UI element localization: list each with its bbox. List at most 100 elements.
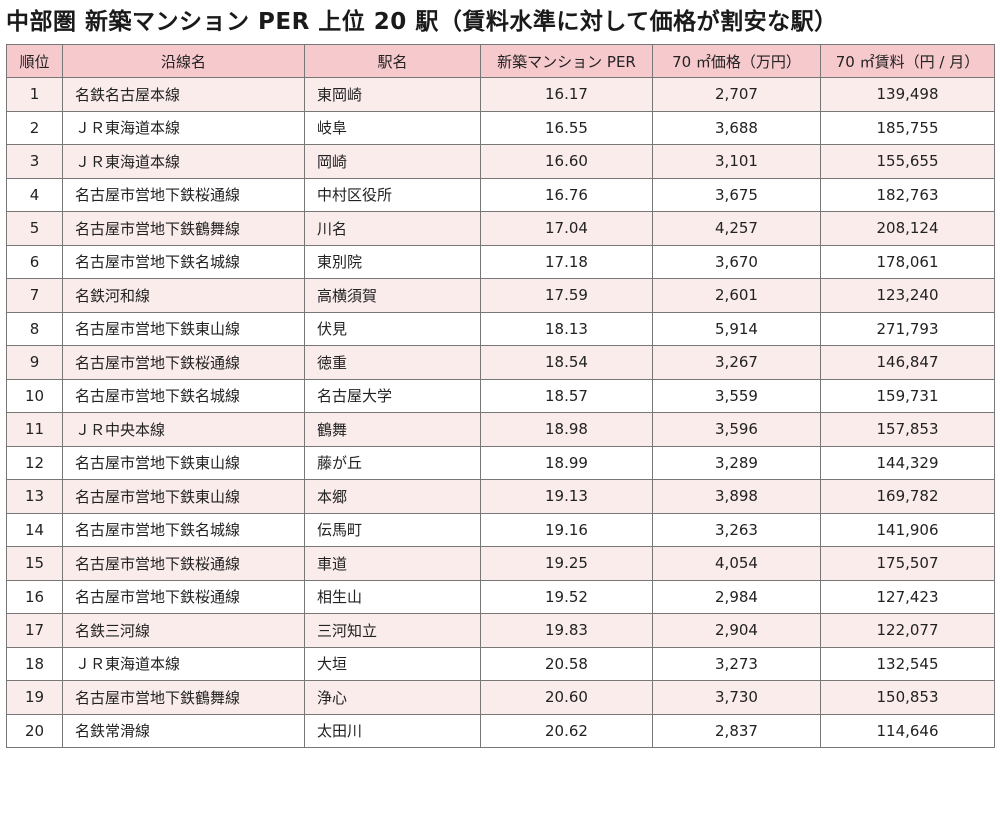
cell-rent: 175,507	[820, 546, 995, 581]
cell-rank: 14	[6, 512, 63, 547]
cell-station-name: 東別院	[304, 244, 481, 279]
cell-line-name: ＪＲ東海道本線	[62, 110, 305, 145]
cell-per: 16.17	[480, 77, 653, 112]
cell-station-name: 相生山	[304, 579, 481, 614]
header-rank: 順位	[6, 44, 63, 78]
cell-price: 3,596	[652, 412, 821, 447]
cell-rent: 122,077	[820, 613, 995, 648]
cell-station-name: 車道	[304, 546, 481, 581]
cell-rent: 208,124	[820, 211, 995, 246]
cell-per: 19.83	[480, 613, 653, 648]
cell-station-name: 高横須賀	[304, 278, 481, 313]
cell-per: 20.62	[480, 713, 653, 748]
cell-line-name: 名古屋市営地下鉄桜通線	[62, 345, 305, 380]
cell-rent: 132,545	[820, 646, 995, 681]
cell-station-name: 徳重	[304, 345, 481, 380]
cell-rent: 139,498	[820, 77, 995, 112]
cell-rank: 7	[6, 278, 63, 313]
table-row: 6 名古屋市営地下鉄名城線 東別院 17.18 3,670 178,061	[6, 244, 995, 279]
cell-per: 17.59	[480, 278, 653, 313]
cell-rent: 178,061	[820, 244, 995, 279]
cell-per: 19.13	[480, 479, 653, 514]
cell-station-name: 名古屋大学	[304, 378, 481, 413]
cell-rent: 114,646	[820, 713, 995, 748]
cell-line-name: 名古屋市営地下鉄名城線	[62, 378, 305, 413]
cell-rank: 9	[6, 345, 63, 380]
cell-rank: 8	[6, 311, 63, 346]
cell-price: 3,263	[652, 512, 821, 547]
cell-price: 2,904	[652, 613, 821, 648]
cell-price: 3,688	[652, 110, 821, 145]
page-title: 中部圏 新築マンション PER 上位 20 駅（賃料水準に対して価格が割安な駅）	[6, 9, 838, 35]
table-row: 1 名鉄名古屋本線 東岡崎 16.17 2,707 139,498	[6, 77, 995, 112]
cell-per: 20.58	[480, 646, 653, 681]
cell-line-name: 名鉄名古屋本線	[62, 77, 305, 112]
cell-price: 2,837	[652, 713, 821, 748]
table-row: 18 ＪＲ東海道本線 大垣 20.58 3,273 132,545	[6, 646, 995, 681]
header-row: 順位 沿線名 駅名 新築マンション PER 70 ㎡価格（万円） 70 ㎡賃料（…	[6, 44, 995, 78]
cell-price: 3,101	[652, 144, 821, 179]
cell-rank: 17	[6, 613, 63, 648]
cell-per: 19.16	[480, 512, 653, 547]
cell-line-name: 名鉄河和線	[62, 278, 305, 313]
cell-station-name: 川名	[304, 211, 481, 246]
header-line: 沿線名	[62, 44, 305, 78]
table-row: 12 名古屋市営地下鉄東山線 藤が丘 18.99 3,289 144,329	[6, 445, 995, 480]
cell-price: 2,601	[652, 278, 821, 313]
cell-per: 16.76	[480, 177, 653, 212]
cell-line-name: 名古屋市営地下鉄東山線	[62, 311, 305, 346]
table-row: 4 名古屋市営地下鉄桜通線 中村区役所 16.76 3,675 182,763	[6, 177, 995, 212]
cell-rank: 12	[6, 445, 63, 480]
table-row: 8 名古屋市営地下鉄東山線 伏見 18.13 5,914 271,793	[6, 311, 995, 346]
cell-per: 18.98	[480, 412, 653, 447]
cell-station-name: 伏見	[304, 311, 481, 346]
cell-price: 5,914	[652, 311, 821, 346]
table-row: 14 名古屋市営地下鉄名城線 伝馬町 19.16 3,263 141,906	[6, 512, 995, 547]
cell-price: 2,707	[652, 77, 821, 112]
cell-line-name: 名鉄三河線	[62, 613, 305, 648]
table-body: 1 名鉄名古屋本線 東岡崎 16.17 2,707 139,498 2 ＪＲ東海道本線 岐阜 16…	[6, 77, 995, 748]
cell-line-name: 名古屋市営地下鉄名城線	[62, 244, 305, 279]
cell-price: 3,273	[652, 646, 821, 681]
cell-rank: 13	[6, 479, 63, 514]
cell-line-name: 名古屋市営地下鉄東山線	[62, 445, 305, 480]
cell-station-name: 東岡崎	[304, 77, 481, 112]
cell-rent: 182,763	[820, 177, 995, 212]
table-row: 5 名古屋市営地下鉄鶴舞線 川名 17.04 4,257 208,124	[6, 211, 995, 246]
cell-rank: 20	[6, 713, 63, 748]
table-row: 19 名古屋市営地下鉄鶴舞線 浄心 20.60 3,730 150,853	[6, 680, 995, 715]
cell-rent: 271,793	[820, 311, 995, 346]
cell-per: 16.55	[480, 110, 653, 145]
cell-rent: 123,240	[820, 278, 995, 313]
cell-price: 3,670	[652, 244, 821, 279]
cell-line-name: ＪＲ東海道本線	[62, 646, 305, 681]
cell-station-name: 伝馬町	[304, 512, 481, 547]
cell-line-name: 名古屋市営地下鉄鶴舞線	[62, 211, 305, 246]
table-header: 順位 沿線名 駅名 新築マンション PER 70 ㎡価格（万円） 70 ㎡賃料（…	[6, 44, 995, 78]
cell-rent: 127,423	[820, 579, 995, 614]
cell-station-name: 太田川	[304, 713, 481, 748]
cell-rent: 155,655	[820, 144, 995, 179]
table-row: 15 名古屋市営地下鉄桜通線 車道 19.25 4,054 175,507	[6, 546, 995, 581]
cell-line-name: ＪＲ東海道本線	[62, 144, 305, 179]
table-row: 20 名鉄常滑線 太田川 20.62 2,837 114,646	[6, 713, 995, 748]
cell-rank: 18	[6, 646, 63, 681]
cell-line-name: 名古屋市営地下鉄桜通線	[62, 177, 305, 212]
cell-price: 3,559	[652, 378, 821, 413]
cell-line-name: 名古屋市営地下鉄桜通線	[62, 546, 305, 581]
cell-line-name: 名古屋市営地下鉄桜通線	[62, 579, 305, 614]
cell-rent: 141,906	[820, 512, 995, 547]
table-row: 11 ＪＲ中央本線 鶴舞 18.98 3,596 157,853	[6, 412, 995, 447]
ranking-table: 順位 沿線名 駅名 新築マンション PER 70 ㎡価格（万円） 70 ㎡賃料（…	[6, 44, 995, 748]
cell-rank: 19	[6, 680, 63, 715]
table-row: 16 名古屋市営地下鉄桜通線 相生山 19.52 2,984 127,423	[6, 579, 995, 614]
cell-rent: 169,782	[820, 479, 995, 514]
cell-rank: 15	[6, 546, 63, 581]
cell-price: 3,267	[652, 345, 821, 380]
cell-station-name: 三河知立	[304, 613, 481, 648]
cell-per: 18.13	[480, 311, 653, 346]
cell-line-name: 名鉄常滑線	[62, 713, 305, 748]
cell-per: 16.60	[480, 144, 653, 179]
cell-price: 4,054	[652, 546, 821, 581]
cell-rank: 1	[6, 77, 63, 112]
